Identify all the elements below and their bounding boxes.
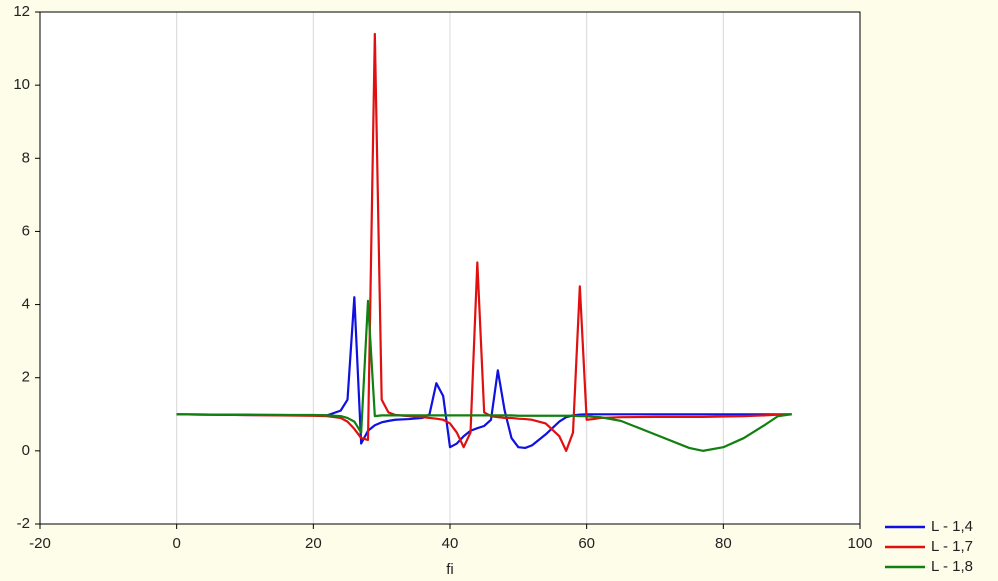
legend-label: L - 1,8 [931, 558, 973, 575]
line-series [176, 299, 792, 452]
y-tick-label: 12 [13, 3, 30, 20]
x-tick-label: 0 [172, 535, 180, 552]
x-tick-label: 20 [305, 535, 322, 552]
y-tick-label: 8 [22, 149, 30, 166]
x-tick-label: 40 [442, 535, 459, 552]
x-tick-label: 60 [578, 535, 595, 552]
x-tick-label: -20 [29, 535, 51, 552]
line-series [176, 32, 792, 452]
legend-label: L - 1,4 [931, 518, 973, 535]
x-tick-label: 100 [847, 535, 872, 552]
y-tick-label: 2 [22, 369, 30, 386]
y-tick-label: -2 [17, 515, 30, 532]
line-series [176, 296, 792, 450]
y-tick-label: 4 [22, 296, 30, 313]
plot-border [39, 11, 861, 525]
legend-label: L - 1,7 [931, 538, 973, 555]
x-axis-label: fi [446, 561, 454, 578]
y-tick-label: 0 [22, 442, 30, 459]
x-tick-label: 80 [715, 535, 732, 552]
y-tick-label: 6 [22, 222, 30, 239]
y-tick-label: 10 [13, 76, 30, 93]
